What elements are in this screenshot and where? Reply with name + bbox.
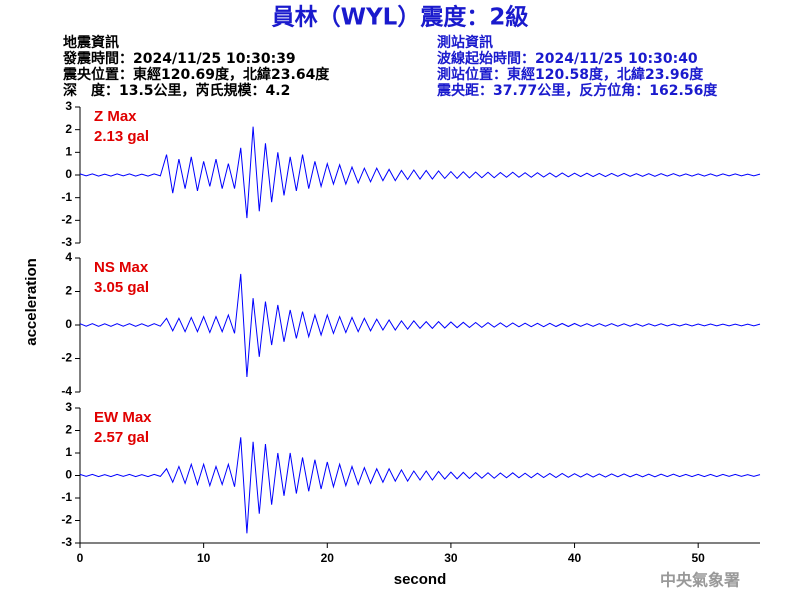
- x-tick-label: 0: [77, 551, 84, 565]
- info-line: 地震資訊: [63, 34, 119, 51]
- y-tick-label: 2: [65, 284, 72, 298]
- y-tick-label: 0: [65, 468, 72, 482]
- y-tick-label: 3: [65, 99, 72, 113]
- y-tick-label: 3: [65, 400, 72, 414]
- info-line: 發震時間：2024/11/25 10:30:39: [62, 50, 296, 67]
- max-label: 2.13 gal: [94, 128, 149, 145]
- y-tick-label: -2: [61, 513, 72, 527]
- chart-title: 員林（WYL）震度：2級: [272, 4, 529, 31]
- y-tick-label: 0: [65, 167, 72, 181]
- info-line: 震央位置：東經120.69度，北緯23.64度: [62, 66, 330, 83]
- y-tick-label: 1: [65, 145, 72, 159]
- y-tick-label: 2: [65, 122, 72, 136]
- waveform: [79, 273, 761, 377]
- max-label: 3.05 gal: [94, 279, 149, 296]
- y-tick-label: -3: [61, 535, 72, 549]
- y-tick-label: -3: [61, 235, 72, 249]
- info-line: 深 度：13.5公里，芮氏規模：4.2: [63, 82, 290, 99]
- y-tick-label: -2: [61, 351, 72, 365]
- x-tick-label: 20: [321, 551, 335, 565]
- y-tick-label: -1: [61, 490, 72, 504]
- info-line: 測站資訊: [437, 34, 493, 51]
- x-tick-label: 30: [444, 551, 458, 565]
- info-line: 測站位置：東經120.58度，北緯23.96度: [437, 66, 704, 83]
- waveform: [79, 126, 761, 219]
- x-tick-label: 40: [568, 551, 582, 565]
- y-tick-label: 2: [65, 423, 72, 437]
- info-line: 波線起始時間：2024/11/25 10:30:40: [437, 50, 698, 67]
- footer: 中央氣象署: [660, 571, 740, 590]
- y-tick-label: -1: [61, 190, 72, 204]
- y-tick-label: -4: [61, 384, 72, 398]
- max-label: 2.57 gal: [94, 429, 149, 446]
- y-tick-label: -2: [61, 213, 72, 227]
- waveform: [79, 437, 761, 534]
- y-tick-label: 1: [65, 445, 72, 459]
- max-label: NS Max: [94, 259, 149, 276]
- y-tick-label: 4: [65, 250, 72, 264]
- max-label: EW Max: [94, 409, 152, 426]
- x-axis-label: second: [394, 571, 447, 588]
- max-label: Z Max: [94, 108, 137, 125]
- x-tick-label: 50: [692, 551, 706, 565]
- y-axis-label: acceleration: [23, 258, 40, 346]
- x-tick-label: 10: [197, 551, 211, 565]
- y-tick-label: 0: [65, 317, 72, 331]
- info-line: 震央距：37.77公里，反方位角：162.56度: [436, 82, 718, 99]
